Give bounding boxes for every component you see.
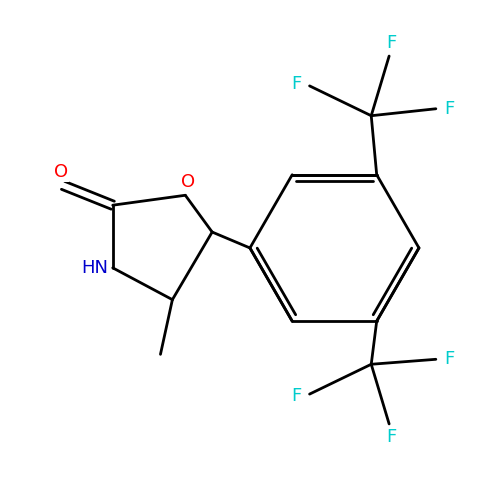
- Text: F: F: [387, 34, 397, 52]
- Text: O: O: [54, 163, 68, 181]
- Text: F: F: [291, 388, 301, 406]
- Text: F: F: [444, 350, 454, 368]
- Text: O: O: [181, 173, 195, 191]
- Text: F: F: [387, 428, 397, 446]
- Text: F: F: [444, 100, 454, 118]
- Text: F: F: [291, 75, 301, 92]
- Text: HN: HN: [81, 259, 108, 277]
